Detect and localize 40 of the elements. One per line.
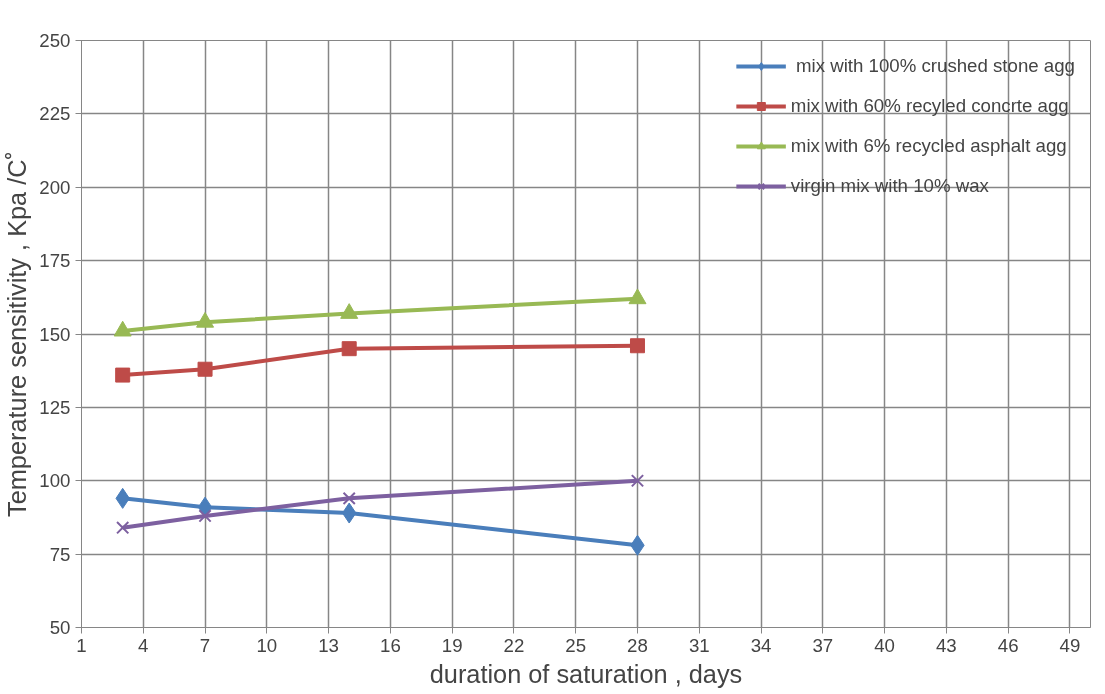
point bbox=[340, 303, 359, 319]
x-tick-label: 16 bbox=[380, 634, 401, 656]
point bbox=[196, 311, 215, 328]
y-tick-label: 50 bbox=[49, 617, 71, 638]
y-tick-label: 125 bbox=[39, 396, 71, 418]
point bbox=[113, 320, 132, 337]
x-tick-label: 25 bbox=[565, 634, 587, 656]
point bbox=[197, 361, 213, 377]
y-tick-label: 200 bbox=[39, 176, 71, 198]
x-tick-label: 22 bbox=[503, 634, 525, 656]
point bbox=[629, 338, 645, 354]
point bbox=[628, 288, 647, 305]
point bbox=[115, 367, 131, 383]
x-tick-label: 28 bbox=[627, 634, 648, 656]
y-tick-label: 175 bbox=[39, 250, 71, 272]
x-tick-label: 46 bbox=[997, 634, 1019, 656]
x-tick-label: 7 bbox=[199, 634, 211, 656]
x-tick-label: 1 bbox=[76, 634, 87, 656]
x-tick-label: 4 bbox=[138, 634, 149, 656]
x-axis-title: duration of saturation , days bbox=[429, 659, 743, 688]
y-axis-title: Temperature sensitivity , Kpa /C˚ bbox=[3, 151, 32, 517]
point bbox=[198, 509, 212, 523]
x-tick-label: 40 bbox=[874, 634, 895, 656]
x-tick-label: 49 bbox=[1059, 634, 1081, 656]
x-tick-label: 13 bbox=[318, 634, 339, 656]
point bbox=[630, 474, 645, 488]
x-tick-label: 19 bbox=[441, 634, 463, 656]
x-tick-label: 34 bbox=[750, 634, 772, 656]
y-tick-label: 225 bbox=[39, 103, 71, 125]
x-tick-label: 10 bbox=[256, 634, 278, 656]
y-tick-label: 75 bbox=[49, 543, 71, 565]
x-tick-label: 31 bbox=[688, 634, 710, 656]
x-tick-label: 37 bbox=[812, 634, 834, 656]
point bbox=[341, 341, 357, 357]
y-tick-label: 250 bbox=[39, 30, 71, 51]
point bbox=[342, 491, 356, 506]
y-tick-label: 150 bbox=[39, 323, 71, 345]
x-tick-label: 43 bbox=[935, 634, 957, 656]
point bbox=[116, 521, 130, 535]
y-tick-label: 100 bbox=[39, 470, 71, 492]
